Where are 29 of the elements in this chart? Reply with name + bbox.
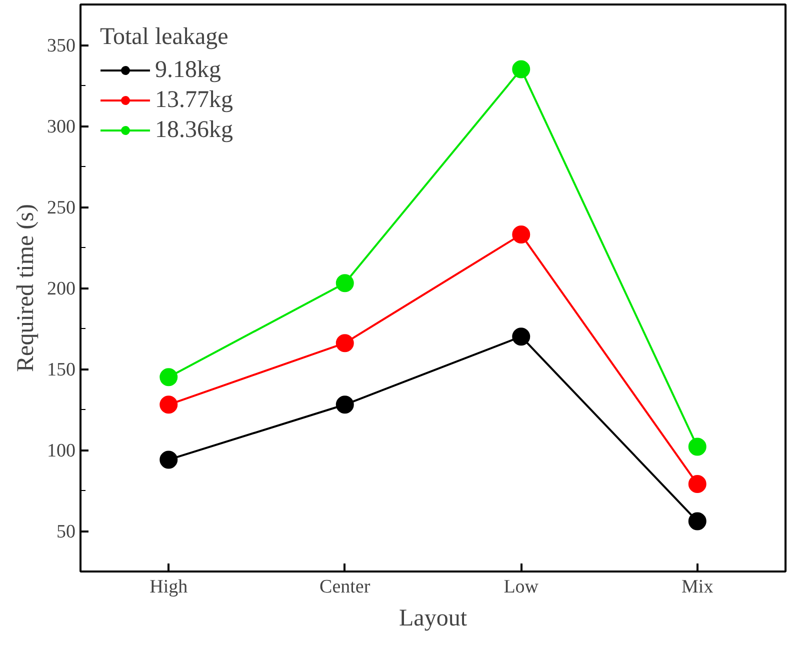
x-tick-label: Center: [320, 576, 371, 598]
x-tick-label: Low: [504, 576, 539, 598]
point: [160, 450, 178, 469]
legend-label: 18.36kg: [155, 116, 233, 144]
x-axis-title: Layout: [399, 606, 468, 632]
point: [160, 368, 178, 386]
y-tick-label: 350: [47, 36, 76, 56]
y-tick-label: 200: [47, 278, 76, 300]
point: [688, 438, 706, 456]
legend-label: 13.77kg: [155, 86, 233, 114]
point: [512, 226, 530, 244]
y-tick-label: 50: [56, 522, 76, 542]
legend-title: Total leakage: [100, 24, 230, 51]
point: [336, 396, 354, 414]
x-tick-label: High: [150, 576, 188, 598]
x-tick-label: Mix: [682, 576, 714, 598]
point: [688, 475, 706, 494]
point: [512, 60, 530, 78]
legend-label: 9.18kg: [155, 56, 221, 84]
y-tick-label: 300: [47, 116, 76, 138]
point: [160, 396, 178, 414]
point: [688, 512, 706, 530]
y-axis-title: Required time (s): [13, 204, 39, 372]
y-tick-label: 150: [47, 360, 76, 380]
y-tick-label: 100: [47, 440, 76, 462]
y-tick-label: 250: [47, 198, 76, 218]
point: [336, 274, 354, 292]
point: [336, 334, 354, 352]
point: [512, 328, 530, 346]
